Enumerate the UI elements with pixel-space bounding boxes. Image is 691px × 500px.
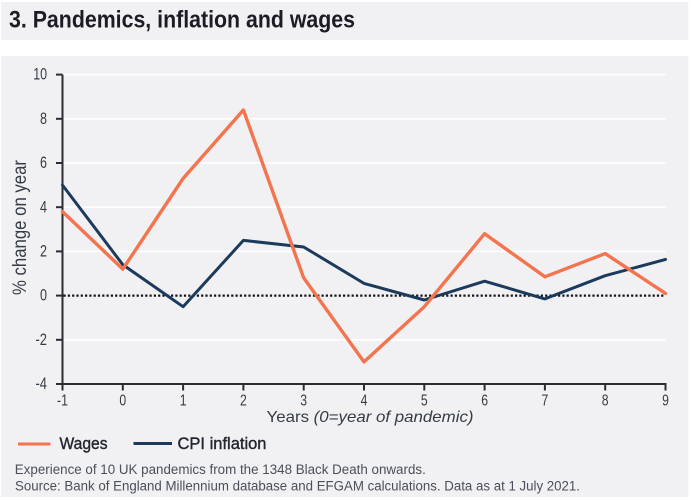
svg-text:8: 8: [40, 109, 47, 128]
svg-text:3. Pandemics, inflation and wa: 3. Pandemics, inflation and wages: [9, 7, 355, 34]
svg-text:1: 1: [180, 393, 187, 410]
svg-text:6: 6: [481, 393, 488, 410]
svg-text:8: 8: [602, 393, 609, 410]
svg-text:10: 10: [33, 65, 47, 84]
svg-text:4: 4: [361, 393, 368, 410]
svg-text:Years (0=year of pandemic): Years (0=year of pandemic): [267, 409, 474, 426]
svg-text:2: 2: [240, 393, 247, 410]
svg-text:0: 0: [119, 393, 126, 410]
svg-text:% change on year: % change on year: [10, 159, 31, 295]
svg-text:Wages: Wages: [60, 434, 108, 453]
svg-text:Source: Bank of England Millen: Source: Bank of England Millennium datab…: [15, 479, 580, 494]
svg-text:-2: -2: [36, 330, 48, 349]
svg-text:9: 9: [662, 393, 669, 410]
svg-text:2: 2: [40, 242, 47, 261]
svg-text:4: 4: [40, 197, 47, 216]
svg-text:3: 3: [300, 393, 307, 410]
svg-text:6: 6: [40, 153, 47, 172]
svg-text:0: 0: [40, 286, 47, 305]
svg-text:CPI inflation: CPI inflation: [178, 434, 267, 453]
svg-text:-1: -1: [57, 393, 68, 410]
svg-text:Experience of 10 UK pandemics: Experience of 10 UK pandemics from the 1…: [15, 462, 426, 477]
svg-text:7: 7: [542, 393, 549, 410]
svg-text:-4: -4: [36, 374, 48, 393]
svg-text:5: 5: [421, 393, 428, 410]
